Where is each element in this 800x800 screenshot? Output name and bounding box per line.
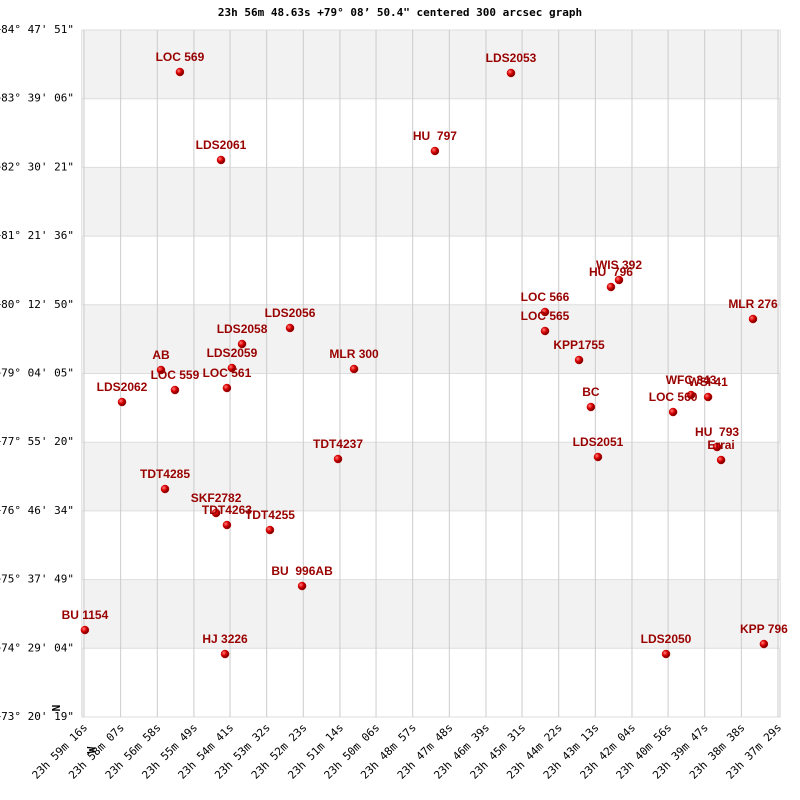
- star: [80, 625, 90, 635]
- star-label: Errai: [707, 438, 734, 452]
- star-label: HU 796: [589, 265, 633, 279]
- star: [211, 508, 221, 518]
- compass-west: W: [85, 746, 98, 753]
- star-label: HU 797: [413, 129, 457, 143]
- y-tick-label: +75° 37' 49": [0, 573, 74, 586]
- chart-title: 23h 56m 48.63s +79° 08’ 50.4" centered 3…: [218, 6, 582, 19]
- star: [593, 452, 603, 462]
- star-label: WIS 392: [596, 258, 642, 272]
- star-label: BU 996AB: [271, 564, 333, 578]
- star-label: MLR 276: [728, 297, 778, 311]
- star: [574, 355, 584, 365]
- compass-north: N: [50, 705, 63, 712]
- star-label: LOC 559: [151, 368, 200, 382]
- star: [333, 454, 343, 464]
- star: [759, 639, 769, 649]
- grid: [82, 29, 780, 718]
- star-label: MLR 300: [329, 347, 379, 361]
- y-tick-label: +84° 47' 51": [0, 23, 74, 36]
- star: [175, 67, 185, 77]
- star: [222, 520, 232, 530]
- star: [506, 68, 516, 78]
- star-label: LDS2061: [196, 138, 247, 152]
- star: [703, 392, 713, 402]
- star: [297, 581, 307, 591]
- star: [170, 385, 180, 395]
- y-tick-label: +73° 20' 19": [0, 710, 74, 723]
- star: [285, 323, 295, 333]
- star-label: LOC 566: [521, 290, 570, 304]
- band: [82, 442, 780, 511]
- star: [661, 649, 671, 659]
- star-label: HJ 3226: [202, 632, 248, 646]
- star: [156, 365, 166, 375]
- y-tick-label: +81° 21' 36": [0, 229, 74, 242]
- star: [349, 364, 359, 374]
- star: [668, 407, 678, 417]
- band: [82, 30, 780, 99]
- y-tick-label: +80° 12' 50": [0, 298, 74, 311]
- star-label: BU 1154: [62, 608, 109, 622]
- star-label: LOC 565: [521, 309, 570, 323]
- y-tick-label: +82° 30' 21": [0, 160, 74, 173]
- y-tick-label: +76° 46' 34": [0, 504, 74, 517]
- star-label: SKF2782: [191, 491, 242, 505]
- band: [82, 304, 780, 374]
- star: [606, 282, 616, 292]
- star-label: KPP1755: [553, 338, 605, 352]
- star-label: HU 793: [695, 425, 739, 439]
- star-label: TDT4285: [140, 467, 190, 481]
- star: [540, 307, 550, 317]
- star: [220, 649, 230, 659]
- star-label: AB: [152, 348, 170, 362]
- band: [82, 167, 780, 237]
- star: [716, 455, 726, 465]
- star-label: TDT4237: [313, 437, 363, 451]
- star-label: LDS2053: [486, 51, 537, 65]
- star: [614, 275, 624, 285]
- star-label: LDS2056: [265, 306, 316, 320]
- star: [117, 397, 127, 407]
- star-label: TDT4263: [202, 503, 252, 517]
- star-label: LOC 560: [649, 390, 698, 404]
- star: [222, 383, 232, 393]
- star-label: TDT4255: [245, 508, 295, 522]
- star: [237, 339, 247, 349]
- y-tick-label: +74° 29' 04": [0, 641, 74, 654]
- y-tick-label: +79° 04' 05": [0, 366, 74, 379]
- star: [227, 363, 237, 373]
- star: [748, 314, 758, 324]
- star-label: LDS2050: [641, 632, 692, 646]
- star-label: LOC 561: [203, 366, 252, 380]
- star-label: KPP 796: [740, 622, 788, 636]
- star-label: LDS2058: [217, 322, 268, 336]
- y-tick-label: +77° 55' 20": [0, 435, 74, 448]
- star: [686, 390, 696, 400]
- star: [430, 146, 440, 156]
- star-label: LDS2062: [97, 380, 148, 394]
- star-label: WSI 41: [688, 375, 728, 389]
- star-label: WFC 343: [666, 373, 717, 387]
- band: [82, 579, 780, 649]
- y-tick-label: +83° 39' 06": [0, 92, 74, 105]
- star: [265, 525, 275, 535]
- star-label: LOC 569: [156, 50, 205, 64]
- star: [586, 402, 596, 412]
- star: [712, 442, 722, 452]
- star-label: LDS2059: [207, 346, 258, 360]
- star-label: BC: [582, 385, 600, 399]
- star: [160, 484, 170, 494]
- star-label: LDS2051: [573, 435, 624, 449]
- star: [216, 155, 226, 165]
- star: [540, 326, 550, 336]
